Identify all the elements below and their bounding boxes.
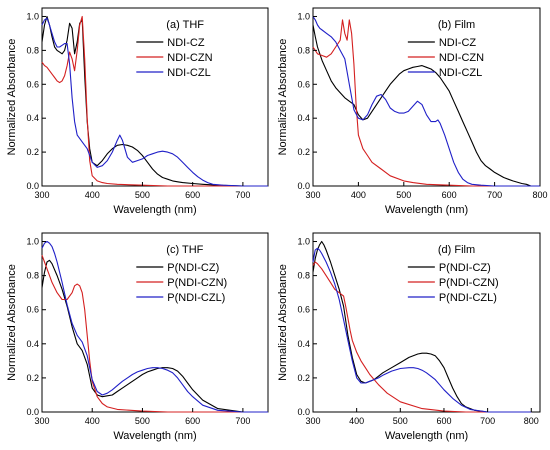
x-tick-label: 400 [349, 416, 364, 426]
x-tick-label: 300 [34, 190, 49, 200]
y-tick-label: 0.6 [297, 305, 310, 315]
y-tick-label: 1.0 [26, 11, 39, 21]
panel-a: 300 400 500 600 700 0.0 0.2 0.4 0.6 0.8 1.0 Wavelen… [6, 7, 269, 216]
x-tick-label: 700 [235, 416, 250, 426]
legend-label: P(NDI-CZN) [439, 277, 499, 289]
panel-title: (b) Film [438, 19, 475, 31]
y-tick-label: 0.8 [26, 45, 39, 55]
y-tick-label: 0.0 [26, 181, 39, 191]
y-tick-label: 0.4 [26, 113, 39, 123]
series-line-ndi-czl [312, 16, 540, 187]
legend-label: P(NDI-CZ) [167, 262, 219, 274]
y-tick-label: 0.8 [297, 271, 310, 281]
series-line-p-ndi-cz- [312, 240, 532, 413]
plot-frame [312, 7, 541, 187]
x-tick-label: 600 [442, 190, 457, 200]
series-line-ndi-czl [41, 17, 268, 187]
y-tick-label: 0.0 [297, 407, 310, 417]
panel-title: (d) Film [438, 244, 475, 256]
x-tick-label: 400 [85, 190, 100, 200]
x-tick-label: 600 [185, 416, 200, 426]
y-tick-label: 0.0 [26, 407, 39, 417]
y-axis-title: Normalized Absorbance [6, 39, 18, 156]
series-line-p-ndi-czl- [312, 247, 532, 413]
y-tick-label: 1.0 [26, 237, 39, 247]
panel-d: 300 400 500 600 700 800 0.0 0.2 0.4 0.6 0.8 1.0 Wave… [277, 232, 541, 442]
y-tick-label: 0.2 [297, 373, 310, 383]
y-tick-label: 0.2 [297, 147, 310, 157]
y-tick-label: 0.2 [26, 147, 39, 157]
series-line-ndi-cz [312, 24, 532, 187]
series-line-p-ndi-czn- [312, 261, 532, 413]
series-line-p-ndi-cz- [41, 259, 268, 413]
y-tick-label: 0.6 [26, 305, 39, 315]
legend-label: NDI-CZ [439, 37, 477, 49]
legend-label: NDI-CZN [167, 52, 212, 64]
y-tick-label: 0.6 [26, 79, 39, 89]
panel-title: (a) THF [166, 19, 204, 31]
x-axis-title: Wavelength (nm) [113, 204, 196, 216]
legend-label: P(NDI-CZ) [439, 262, 491, 274]
legend-label: P(NDI-CZN) [167, 277, 227, 289]
x-tick-label: 500 [393, 416, 408, 426]
series-line-p-ndi-czn- [41, 255, 268, 413]
x-tick-label: 500 [396, 190, 411, 200]
plot-frame [41, 232, 269, 413]
y-tick-label: 0.4 [297, 113, 310, 123]
x-tick-label: 700 [235, 190, 250, 200]
y-tick-label: 0.8 [297, 45, 310, 55]
y-tick-label: 0.6 [297, 79, 310, 89]
x-axis-title: Wavelength (nm) [385, 430, 468, 442]
x-tick-label: 300 [305, 190, 320, 200]
series-line-p-ndi-czl- [41, 240, 268, 413]
legend-label: NDI-CZL [439, 67, 482, 79]
x-tick-label: 500 [135, 416, 150, 426]
x-tick-label: 500 [135, 190, 150, 200]
y-tick-label: 0.4 [297, 339, 310, 349]
y-tick-label: 1.0 [297, 237, 310, 247]
x-tick-label: 800 [532, 190, 547, 200]
plot-frame [41, 7, 269, 187]
legend-label: P(NDI-CZL) [439, 292, 497, 304]
x-tick-label: 600 [436, 416, 451, 426]
plot-frame [312, 232, 541, 413]
series-line-ndi-czn [312, 19, 540, 187]
y-tick-label: 0.8 [26, 271, 39, 281]
x-tick-label: 700 [480, 416, 495, 426]
x-tick-label: 400 [85, 416, 100, 426]
y-axis-title: Normalized Absorbance [277, 39, 289, 156]
x-tick-label: 400 [351, 190, 366, 200]
x-axis-title: Wavelength (nm) [113, 430, 196, 442]
y-axis-title: Normalized Absorbance [6, 264, 18, 381]
y-tick-label: 0.4 [26, 339, 39, 349]
y-axis-title: Normalized Absorbance [277, 264, 289, 381]
x-tick-label: 600 [185, 190, 200, 200]
legend-label: NDI-CZ [167, 37, 205, 49]
x-tick-label: 300 [34, 416, 49, 426]
legend-label: NDI-CZN [439, 52, 484, 64]
panel-b: 300 400 500 600 700 800 0.0 0.2 0.4 0.6 0.8 1.0 Wave… [277, 7, 548, 216]
series-line-ndi-cz [41, 15, 268, 187]
legend-label: NDI-CZL [167, 67, 210, 79]
y-tick-label: 0.2 [26, 373, 39, 383]
y-tick-label: 1.0 [297, 11, 310, 21]
x-axis-title: Wavelength (nm) [385, 204, 468, 216]
panel-c: 300 400 500 600 700 0.0 0.2 0.4 0.6 0.8 1.0 Wavelen… [6, 232, 269, 442]
legend-label: P(NDI-CZL) [167, 292, 225, 304]
panel-title: (c) THF [166, 244, 203, 256]
x-tick-label: 300 [305, 416, 320, 426]
y-tick-label: 0.0 [297, 181, 310, 191]
x-tick-label: 700 [487, 190, 502, 200]
x-tick-label: 800 [524, 416, 539, 426]
